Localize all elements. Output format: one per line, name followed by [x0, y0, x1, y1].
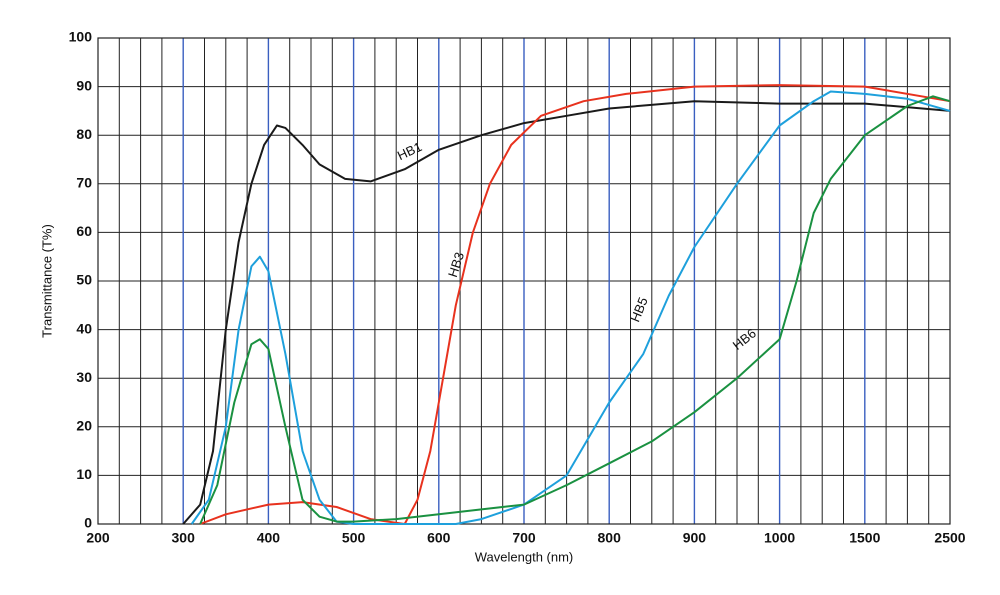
y-tick-label: 60	[76, 223, 92, 239]
x-tick-label: 200	[86, 530, 110, 546]
y-tick-label: 80	[76, 126, 92, 142]
y-tick-label: 70	[76, 175, 92, 191]
x-tick-label: 900	[683, 530, 707, 546]
y-tick-label: 10	[76, 466, 92, 482]
y-tick-label: 20	[76, 418, 92, 434]
x-tick-label: 500	[342, 530, 366, 546]
y-tick-label: 100	[69, 29, 93, 45]
x-tick-label: 2500	[934, 530, 965, 546]
series-line	[182, 100, 951, 525]
x-axis-label: Wavelength (nm)	[475, 549, 574, 564]
y-tick-label: 50	[76, 272, 92, 288]
y-tick-label: 0	[84, 515, 92, 531]
x-tick-label: 1500	[849, 530, 880, 546]
y-axis-label: Transmittance (T%)	[39, 224, 54, 338]
x-tick-label: 300	[172, 530, 196, 546]
x-tick-label: 400	[257, 530, 281, 546]
y-tick-label: 40	[76, 320, 92, 336]
series-line	[190, 90, 951, 525]
x-tick-label: 800	[598, 530, 622, 546]
series-line	[199, 84, 951, 525]
series-label: HB3	[445, 250, 467, 279]
y-tick-label: 90	[76, 77, 92, 93]
x-tick-label: 1000	[764, 530, 795, 546]
x-tick-label: 600	[427, 530, 451, 546]
series-line	[199, 95, 951, 525]
x-tick-label: 700	[512, 530, 536, 546]
plot-frame	[97, 37, 951, 525]
y-tick-label: 30	[76, 369, 92, 385]
